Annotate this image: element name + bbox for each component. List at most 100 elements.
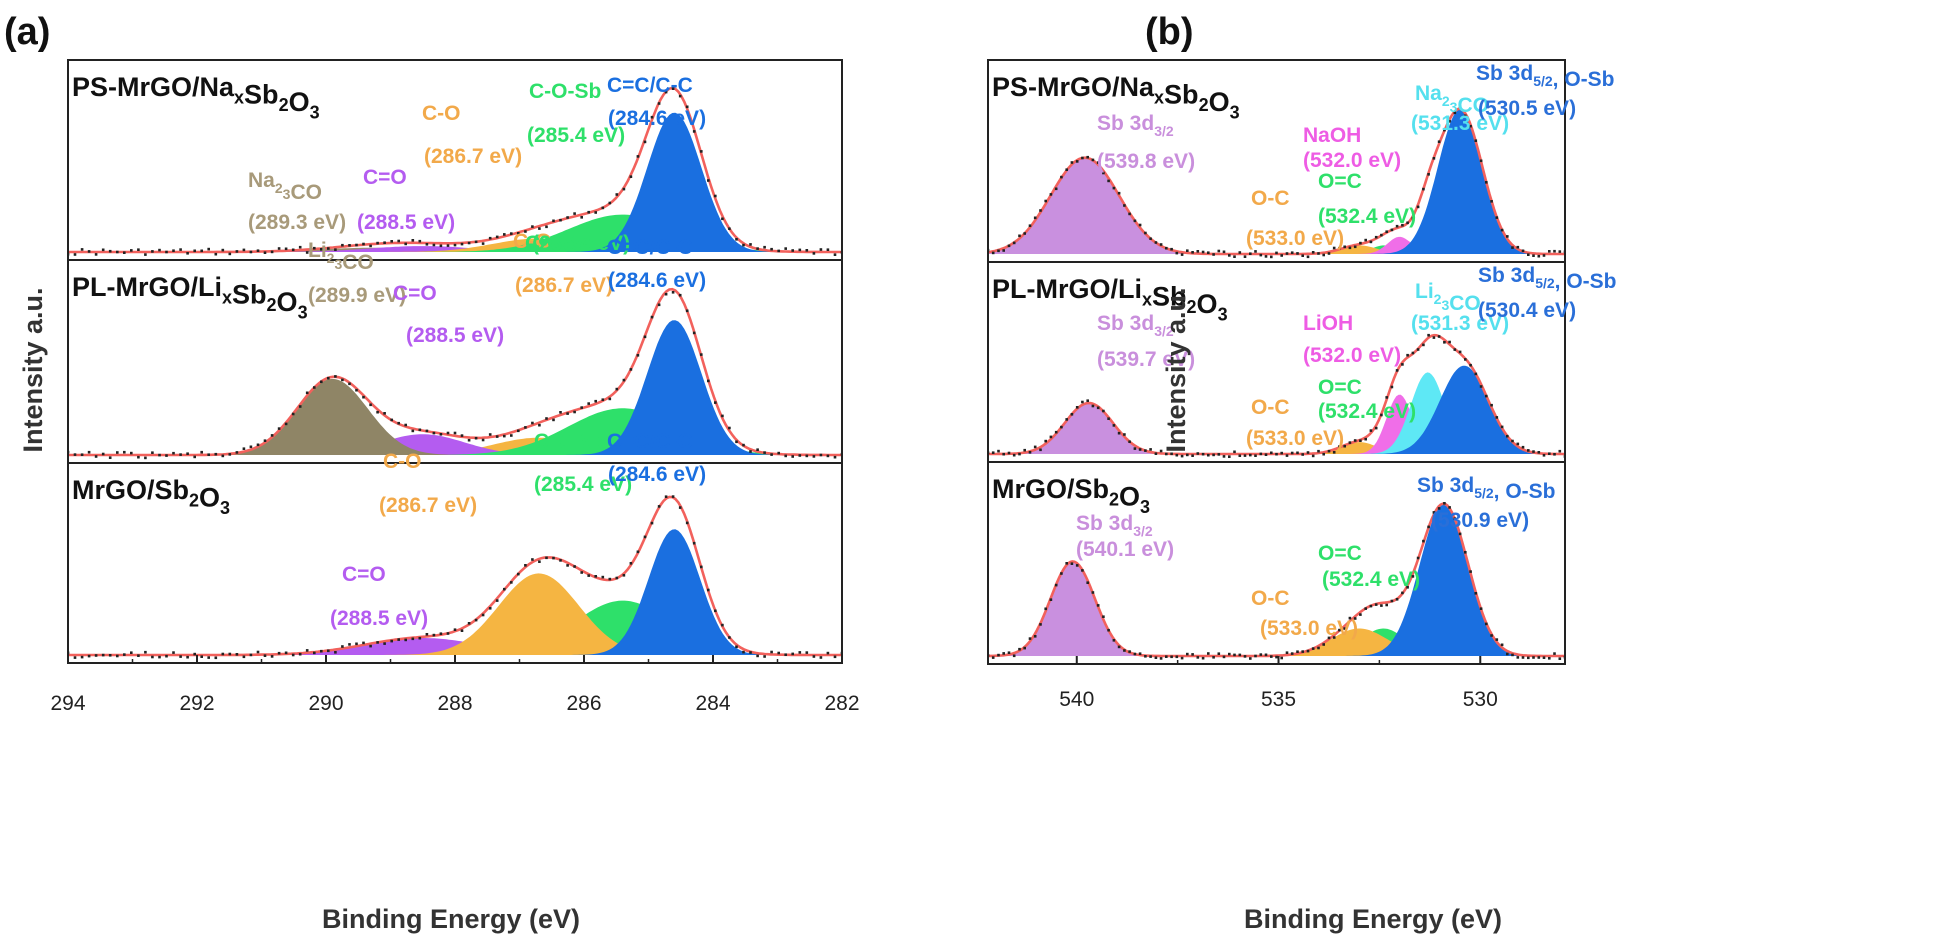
data-point (742, 243, 745, 247)
data-point (172, 249, 175, 252)
data-point (1222, 250, 1226, 254)
data-point (1054, 583, 1058, 587)
data-point (1060, 425, 1063, 429)
data-point (411, 429, 415, 433)
data-point (1285, 252, 1289, 255)
data-point (1201, 656, 1205, 660)
data-point (798, 248, 802, 252)
data-point (130, 451, 133, 455)
data-point (1317, 646, 1320, 650)
data-point (1180, 454, 1184, 458)
data-point (1207, 251, 1210, 254)
data-point (503, 233, 506, 236)
peak-label-energy: (284.6 eV) (608, 463, 706, 486)
data-point (432, 431, 436, 435)
data-point (1149, 655, 1152, 658)
data-point (1506, 652, 1509, 656)
data-point (1007, 451, 1011, 455)
data-point (1212, 253, 1215, 256)
data-point (263, 251, 267, 254)
data-point (1380, 233, 1383, 237)
data-point (784, 454, 787, 458)
data-point (101, 452, 105, 456)
data-point (277, 651, 281, 655)
peak-c-o (68, 434, 842, 455)
data-point (1521, 445, 1525, 449)
data-point (137, 455, 140, 459)
data-point (1065, 168, 1068, 171)
data-point (460, 434, 464, 437)
data-point (1060, 175, 1063, 179)
data-point (510, 232, 513, 235)
data-point (425, 633, 429, 636)
data-point (116, 250, 119, 254)
data-point (144, 253, 147, 256)
data-point (1495, 638, 1499, 641)
data-point (1018, 452, 1021, 456)
data-point (1422, 187, 1425, 191)
data-point (334, 375, 337, 378)
data-point (1128, 650, 1131, 653)
peak-label-name: C-O-Sb (534, 430, 606, 453)
data-point (1532, 450, 1535, 453)
data-point (1516, 656, 1520, 659)
peak-label-name: O-C (1251, 587, 1290, 610)
data-point (1521, 249, 1525, 253)
data-point (1311, 251, 1315, 254)
data-point (165, 250, 168, 254)
data-point (1012, 453, 1016, 457)
data-point (1474, 592, 1478, 595)
data-point (1049, 435, 1053, 439)
data-point (108, 456, 112, 459)
data-point (1474, 372, 1478, 376)
data-point (1521, 656, 1525, 659)
panel-b-ylabel: Intensity a.u. (1161, 287, 1191, 452)
data-point (404, 242, 407, 246)
x-tick-label: 284 (695, 692, 730, 715)
data-point (1138, 448, 1142, 451)
data-point (1390, 385, 1394, 389)
data-point (517, 572, 520, 576)
data-point (622, 378, 626, 382)
data-point (1123, 204, 1126, 207)
data-point (1506, 235, 1509, 238)
data-point (826, 454, 830, 458)
peak-label-energy: (533.0 eV) (1246, 427, 1344, 450)
data-point (503, 434, 506, 438)
peak-label-energy: (530.4 eV) (1478, 299, 1576, 322)
data-point (707, 379, 710, 383)
data-point (615, 576, 619, 580)
data-point (678, 293, 682, 297)
data-point (531, 421, 534, 425)
data-point (643, 140, 647, 144)
data-point (130, 651, 133, 654)
data-point (1075, 564, 1079, 567)
data-point (390, 418, 393, 422)
data-point (1406, 353, 1409, 357)
data-point (991, 451, 995, 454)
data-point (242, 447, 246, 450)
data-point (1254, 454, 1257, 457)
data-point (101, 653, 105, 657)
data-point (1154, 656, 1158, 659)
data-point (1270, 451, 1273, 455)
fit-envelope (68, 86, 842, 254)
data-point (1537, 656, 1541, 659)
data-point (991, 251, 995, 255)
data-point (997, 653, 1000, 657)
data-point (1432, 511, 1436, 514)
peak-label-name: Na23CO (1415, 82, 1489, 117)
peak-c-c-c-c (68, 529, 842, 655)
data-point (1416, 348, 1420, 351)
data-point (87, 654, 91, 658)
data-point (221, 652, 225, 656)
data-point (749, 243, 752, 246)
peak-label-name: LiOH (1303, 312, 1353, 335)
data-point (1154, 452, 1158, 455)
data-point (1458, 105, 1462, 108)
peak-label-energy: (532.4 eV) (1322, 568, 1420, 591)
peak-label-name: NaOH (1303, 124, 1361, 147)
data-point (1374, 603, 1378, 606)
data-point (488, 236, 492, 240)
data-point (1175, 251, 1179, 255)
